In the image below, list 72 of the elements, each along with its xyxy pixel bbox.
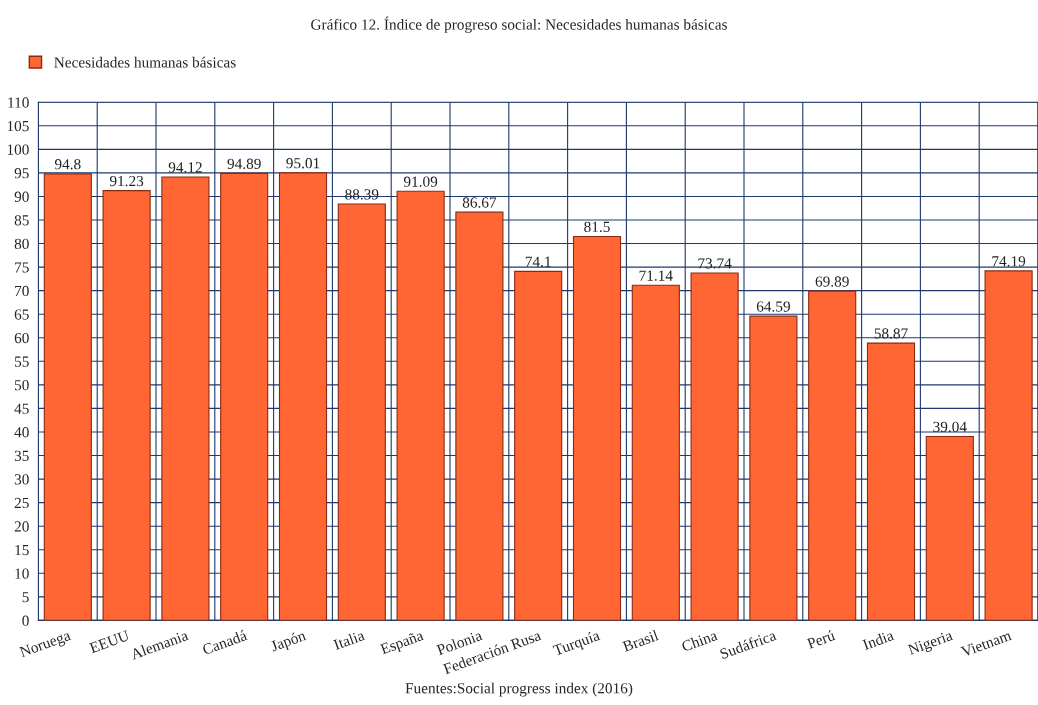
x-tick-label: Italia [332,629,366,651]
y-tick-label: 105 [7,120,29,132]
bar [808,290,857,621]
data-label: 94.12 [168,162,202,173]
x-tick-label: Vietnam [960,629,1013,658]
x-tick-label: Noruega [18,630,73,661]
y-tick-label: 35 [14,450,29,461]
data-label: 71.14 [639,270,673,281]
x-tick-label: Japón [269,629,308,655]
data-label: 86.67 [462,197,497,208]
y-tick-label: 60 [14,332,29,344]
x-tick-label: Canadá [201,629,248,655]
y-tick-label: 25 [14,497,29,509]
y-tick-label: 95 [14,168,29,179]
legend-label: Necesidades humanas básicas [54,56,236,68]
bar [925,435,974,621]
x-tick-label: Nigeria [907,629,955,658]
bar [866,342,916,621]
data-label: 94.8 [54,159,81,170]
x-tick-label: Perú [806,629,836,649]
y-tick-label: 100 [7,144,29,155]
y-tick-label: 85 [14,215,29,226]
y-tick-label: 80 [14,238,29,249]
data-label: 91.23 [109,175,144,187]
data-label: 73.74 [698,258,732,269]
y-tick-label: 0 [22,615,29,626]
data-label: 74.1 [525,256,551,267]
bar [161,176,210,621]
x-tick-label: España [379,629,426,658]
data-label: 69.89 [815,276,849,287]
y-tick-label: 55 [14,356,29,367]
bar [220,172,269,621]
y-tick-label: 15 [15,544,29,556]
y-tick-label: 5 [22,592,29,603]
x-tick-label: Turquía [552,629,602,659]
bar [514,270,563,621]
data-label: 81.5 [584,221,610,233]
x-tick-label: EEUU [88,630,130,654]
x-tick-label: India [862,629,895,651]
bar [337,203,386,621]
y-tick-label: 110 [8,97,29,108]
x-tick-label: Brasil [621,629,660,652]
y-tick-label: 45 [14,403,29,414]
data-label: 95.01 [286,158,320,169]
source-note: Fuentes:Social progress index (2016) [405,682,633,697]
chart-title: Gráfico 12. Índice de progreso social: Necesidades humanas básicas [311,16,727,33]
y-tick-label: 10 [15,568,29,579]
x-tick-label: China [680,629,719,652]
bar [102,190,151,621]
data-label: 94.89 [227,158,261,169]
data-label: 58.87 [874,328,908,339]
bar [278,172,328,621]
bar [43,173,92,621]
y-tick-label: 70 [15,285,29,297]
y-tick-label: 90 [14,191,29,202]
y-tick-label: 50 [14,380,29,391]
bar [690,272,739,621]
bar [396,190,445,621]
bar [984,270,1033,621]
data-label: 64.59 [756,301,790,312]
y-tick-label: 20 [14,521,29,532]
data-label: 39.04 [933,421,967,433]
data-label: 74.19 [992,256,1026,267]
y-tick-label: 75 [15,262,29,273]
y-tick-label: 30 [14,474,29,485]
y-tick-label: 65 [14,309,29,320]
bar [749,315,798,621]
bar [572,235,622,621]
bar [455,211,504,621]
data-label: 91.09 [403,176,438,187]
y-tick-label: 40 [14,427,29,438]
bar [631,284,680,621]
